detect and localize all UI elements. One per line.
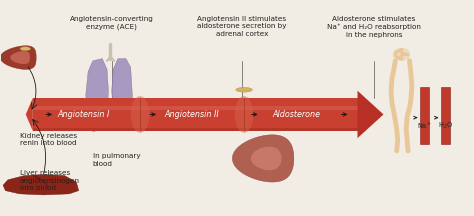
Polygon shape [26, 98, 33, 131]
FancyBboxPatch shape [33, 128, 357, 131]
Ellipse shape [236, 87, 252, 92]
Text: Aldosterone stimulates
Na⁺ and H₂O reabsorption
in the nephrons: Aldosterone stimulates Na⁺ and H₂O reabs… [327, 16, 421, 38]
Polygon shape [232, 135, 294, 182]
Text: Liver releases
angiotensinogen
into blood: Liver releases angiotensinogen into bloo… [19, 170, 80, 191]
Polygon shape [112, 59, 133, 129]
Text: Na$^+$: Na$^+$ [417, 121, 432, 131]
Text: Kidney releases
renin into blood: Kidney releases renin into blood [19, 133, 77, 146]
FancyBboxPatch shape [441, 87, 450, 145]
Polygon shape [86, 59, 109, 132]
Polygon shape [0, 46, 36, 69]
Text: Angiotensin II: Angiotensin II [165, 110, 219, 119]
FancyBboxPatch shape [33, 106, 357, 110]
Ellipse shape [392, 48, 410, 61]
Polygon shape [10, 51, 30, 64]
Text: Angiotensin-converting
enzyme (ACE): Angiotensin-converting enzyme (ACE) [70, 16, 154, 30]
Ellipse shape [20, 47, 30, 51]
Text: Aldosterone: Aldosterone [272, 110, 320, 119]
Text: H$_2$O: H$_2$O [438, 121, 454, 131]
Text: In pulmonary
blood: In pulmonary blood [93, 153, 140, 167]
Polygon shape [3, 175, 79, 195]
Ellipse shape [235, 96, 254, 133]
FancyBboxPatch shape [420, 87, 429, 145]
Text: Angiotensin I: Angiotensin I [57, 110, 109, 119]
Ellipse shape [131, 96, 150, 133]
Polygon shape [357, 91, 383, 138]
Text: Angiotensin II stimulates
aldosterone secretion by
adrenal cortex: Angiotensin II stimulates aldosterone se… [197, 16, 286, 37]
FancyBboxPatch shape [33, 98, 357, 131]
Polygon shape [251, 147, 282, 170]
